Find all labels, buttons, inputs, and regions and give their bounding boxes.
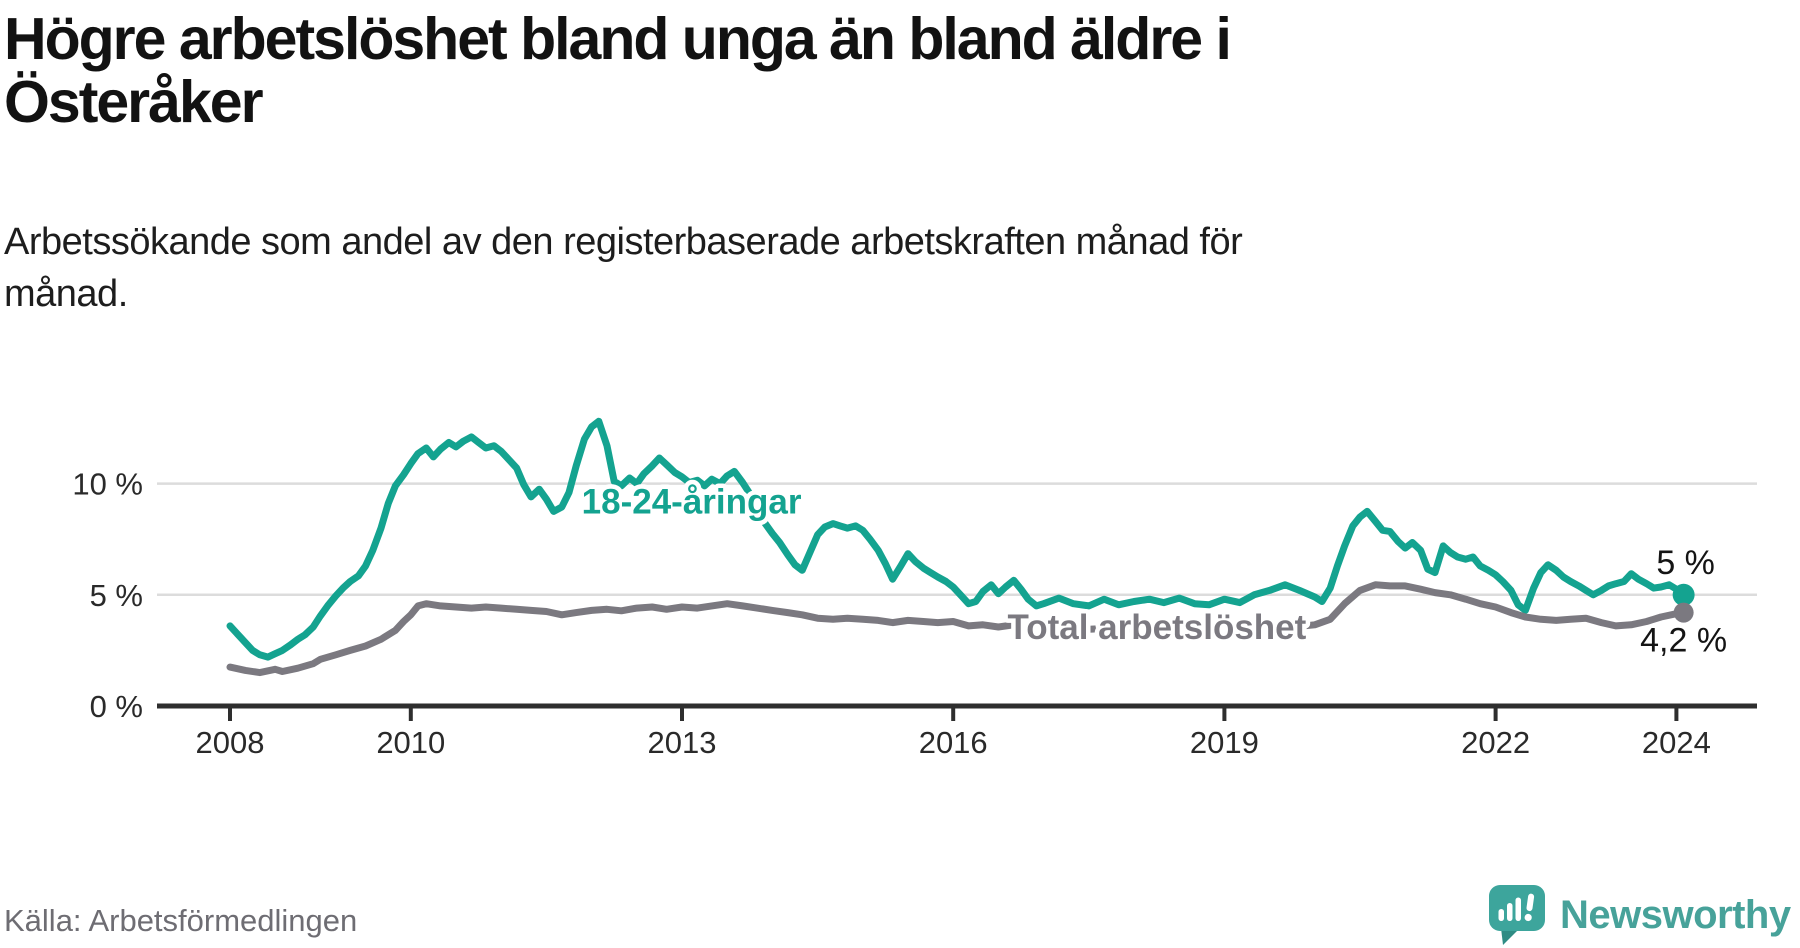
page-title-line-2: Österåker bbox=[4, 69, 264, 135]
x-axis-label: 2024 bbox=[1642, 725, 1711, 760]
logo-bubble-tail bbox=[1501, 928, 1520, 945]
x-axis-label: 2013 bbox=[648, 725, 717, 760]
series-line-youth bbox=[226, 417, 1688, 661]
x-axis-label: 2022 bbox=[1461, 725, 1530, 760]
logo-bar-1 bbox=[1498, 909, 1504, 921]
logo-bar-3 bbox=[1515, 897, 1521, 921]
page-subtitle-line-1: Arbetssökande som andel av den registerb… bbox=[4, 221, 1243, 263]
logo-exclamation bbox=[1524, 893, 1535, 922]
logo-bar-2 bbox=[1507, 903, 1513, 921]
page-title: Högre arbetslöshet bland unga än bland ä… bbox=[4, 6, 1232, 135]
y-axis-label: 10 % bbox=[72, 467, 143, 502]
x-axis-label: 2016 bbox=[919, 725, 988, 760]
series-line-total bbox=[226, 581, 1688, 677]
series-label-total: Total arbetslöshet bbox=[1007, 608, 1306, 647]
series-end-dot-youth bbox=[1672, 583, 1695, 606]
newsworthy-brand: Newsworthy bbox=[1488, 884, 1791, 946]
x-axis-label: 2019 bbox=[1190, 725, 1259, 760]
x-axis-label: 2010 bbox=[376, 725, 445, 760]
page-title-line-1: Högre arbetslöshet bland unga än bland ä… bbox=[4, 6, 1232, 72]
series-end-dot-total bbox=[1673, 602, 1694, 623]
page-subtitle: Arbetssökande som andel av den registerb… bbox=[4, 216, 1243, 320]
newsworthy-logo-icon bbox=[1489, 885, 1545, 945]
y-axis-label: 5 % bbox=[90, 578, 143, 613]
x-axis-label: 2008 bbox=[196, 725, 265, 760]
brand-name: Newsworthy bbox=[1560, 892, 1791, 937]
end-value-label-youth: 5 % bbox=[1656, 544, 1715, 582]
y-axis-label: 0 % bbox=[90, 689, 143, 724]
page-subtitle-line-2: månad. bbox=[4, 273, 128, 315]
source-note: Källa: Arbetsförmedlingen bbox=[4, 903, 358, 938]
series-label-youth: 18-24-åringar bbox=[582, 482, 802, 521]
end-value-label-total: 4,2 % bbox=[1640, 622, 1727, 660]
